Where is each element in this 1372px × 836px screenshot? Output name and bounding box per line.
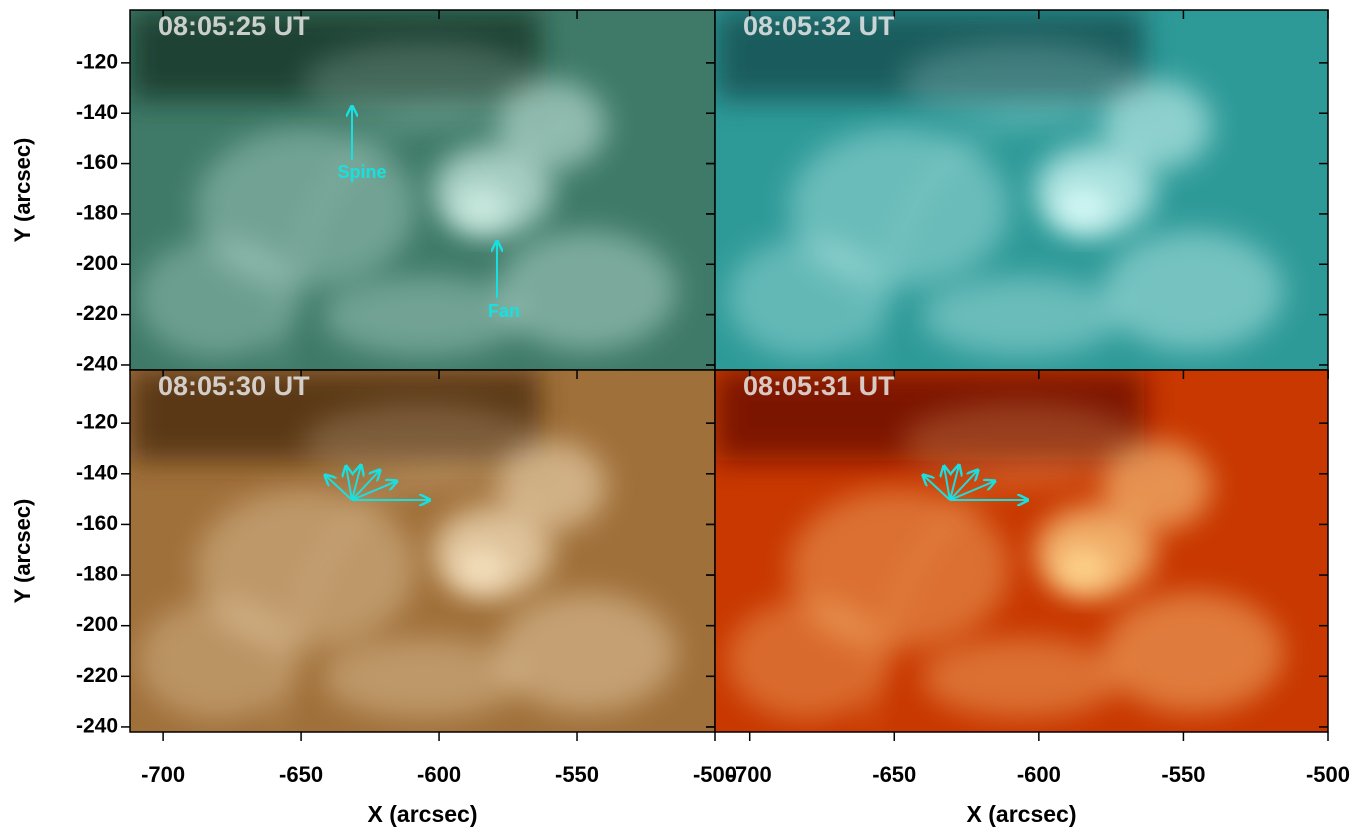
panel: 08:05:32 UT — [706, 10, 1328, 379]
solar-image — [130, 370, 715, 732]
y-tick-label: -160 — [76, 151, 118, 174]
y-tick-label: -240 — [76, 353, 118, 376]
bright-region — [1103, 592, 1283, 712]
bright-region — [902, 402, 1142, 482]
y-tick-label: -180 — [76, 201, 118, 224]
flare-kernel — [451, 186, 511, 230]
panel: -700-650-600-550-500-120-140-160-180-200… — [10, 370, 737, 827]
y-tick-label: -140 — [76, 461, 118, 484]
x-axis-label: X (arcsec) — [368, 801, 478, 827]
x-tick-label: -550 — [555, 762, 599, 787]
x-tick-label: -700 — [141, 762, 185, 787]
panel-title: 08:05:25 UT — [158, 11, 310, 41]
flare-kernel — [1053, 186, 1113, 230]
bright-region — [496, 592, 676, 712]
bright-region — [138, 238, 298, 358]
y-axis-label: Y (arcsec) — [10, 138, 35, 243]
annotation: Fan — [488, 301, 520, 321]
bright-region — [496, 231, 676, 351]
y-tick-label: -120 — [76, 411, 118, 434]
solar-image — [715, 10, 1328, 370]
y-tick-label: -160 — [76, 512, 118, 535]
y-tick-label: -200 — [76, 252, 118, 275]
x-tick-label: -600 — [417, 762, 461, 787]
x-tick-label: -600 — [1017, 762, 1061, 787]
y-tick-label: -120 — [76, 50, 118, 73]
solar-image — [715, 370, 1328, 732]
panel: -120 -140 -160 -180 -200 -220 -240 08:05:25 UT Y… — [10, 10, 715, 379]
y-tick-label: -220 — [76, 302, 118, 325]
y-tick-label: -240 — [76, 714, 118, 737]
bright-region — [922, 276, 1122, 356]
solar-image — [130, 10, 715, 370]
figure: -120 -140 -160 -180 -200 -220 -240 08:05:25 UT Y… — [0, 0, 1372, 831]
bright-region — [1103, 231, 1283, 351]
panel: -700 -650 -600 -550 -500 08:05:31 UT X (arcsec… — [706, 370, 1350, 827]
x-tick-label: -700 — [728, 762, 772, 787]
x-tick-label: -500 — [1306, 762, 1350, 787]
bright-region — [323, 638, 523, 718]
bright-region — [138, 600, 298, 720]
x-tick-label: -550 — [1161, 762, 1205, 787]
flare-kernel — [451, 547, 511, 591]
y-tick-label: -220 — [76, 664, 118, 687]
y-axis-label: Y (arcsec) — [10, 499, 35, 604]
bright-region — [303, 42, 543, 122]
annotation: Spine — [337, 162, 386, 182]
y-tick-label: -200 — [76, 613, 118, 636]
x-tick-label: -650 — [279, 762, 323, 787]
panel-title: 08:05:30 UT — [158, 371, 310, 401]
panel-title: 08:05:31 UT — [743, 371, 895, 401]
bright-region — [727, 600, 887, 720]
x-axis-label: X (arcsec) — [967, 801, 1077, 827]
panel-title: 08:05:32 UT — [743, 11, 895, 41]
x-tick-label: -650 — [872, 762, 916, 787]
flare-kernel — [1053, 547, 1113, 591]
bright-region — [902, 42, 1142, 122]
bright-region — [922, 638, 1122, 718]
y-tick-label: -140 — [76, 101, 118, 124]
bright-region — [303, 402, 543, 482]
y-tick-label: -180 — [76, 563, 118, 586]
bright-region — [727, 238, 887, 358]
